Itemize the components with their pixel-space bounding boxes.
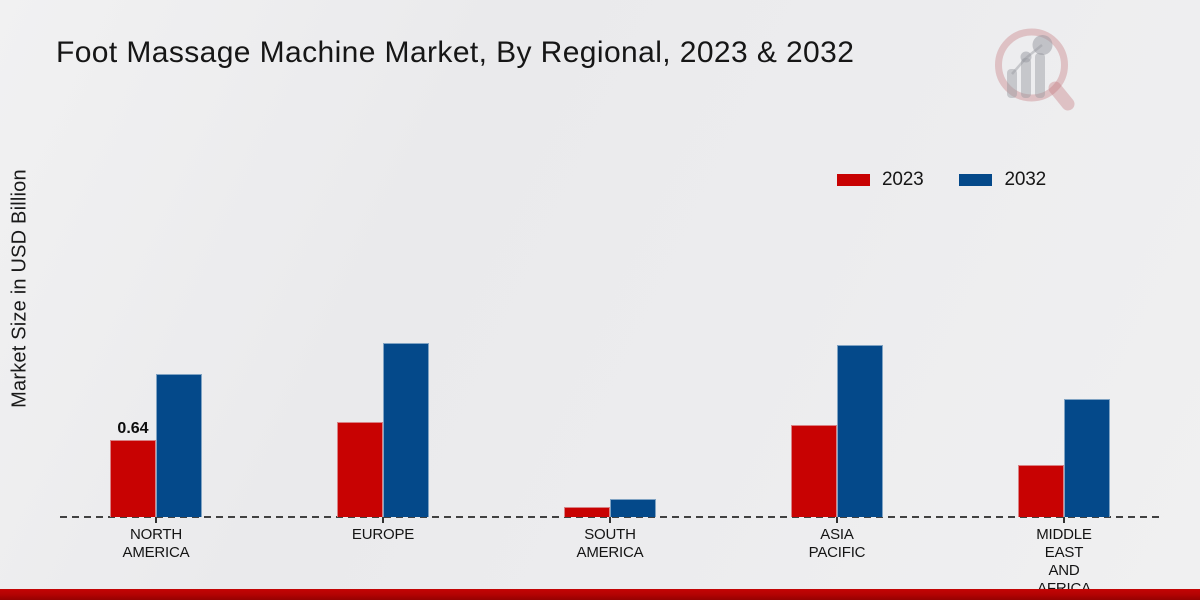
chart-title: Foot Massage Machine Market, By Regional… [56,36,855,69]
magnifier-ring-icon [995,28,1068,102]
x-axis-tick-asia-pacific [836,517,838,523]
x-axis-label-europe: EUROPE [351,526,415,543]
x-axis-tick-north-america [155,517,157,523]
x-axis-baseline [60,516,1162,518]
bar-2023-north-america [110,440,156,517]
bar-2023-europe [337,422,383,517]
bar-2032-europe [383,343,429,517]
bar-2023-middle-east-and-africa [1018,465,1064,517]
bar-2032-asia-pacific [837,345,883,517]
x-axis-tick-south-america [609,517,611,523]
logo-bar-icon [1021,58,1031,98]
legend-swatch-2032 [959,174,993,186]
legend-label: 2032 [1004,169,1046,190]
magnifier-handle-icon [1048,81,1075,111]
x-axis-label-asia-pacific: ASIA PACIFIC [808,526,866,561]
legend-swatch-2023 [837,174,870,186]
brand-logo-magnifier-chart-icon [995,28,1075,111]
logo-bar-icon [1035,53,1045,98]
legend-item-2032: 2032 [959,169,1046,191]
bar-2032-middle-east-and-africa [1064,399,1110,517]
logo-bar-icon [1007,69,1017,98]
logo-dot-icon [1032,35,1053,55]
x-axis-tick-europe [382,517,384,523]
bar-value-label: 0.64 [117,420,149,437]
bar-2023-asia-pacific [791,425,837,517]
x-axis-label-middle-east-and-africa: MIDDLEEASTANDAFRICA [1036,526,1092,597]
bar-2023-south-america [564,507,610,517]
logo-dot-icon [1020,51,1032,63]
x-axis-tick-middle-east-and-africa [1063,517,1065,523]
legend: 2023 2032 [837,169,1046,191]
x-axis-label-south-america: SOUTH AMERICA [576,526,644,561]
legend-label: 2023 [882,169,924,190]
footer-bar [0,589,1200,600]
legend-item-2023: 2023 [837,169,924,191]
x-axis-label-north-america: NORTH AMERICA [122,526,190,561]
bar-2032-south-america [610,499,656,517]
bar-2032-north-america [156,374,202,517]
